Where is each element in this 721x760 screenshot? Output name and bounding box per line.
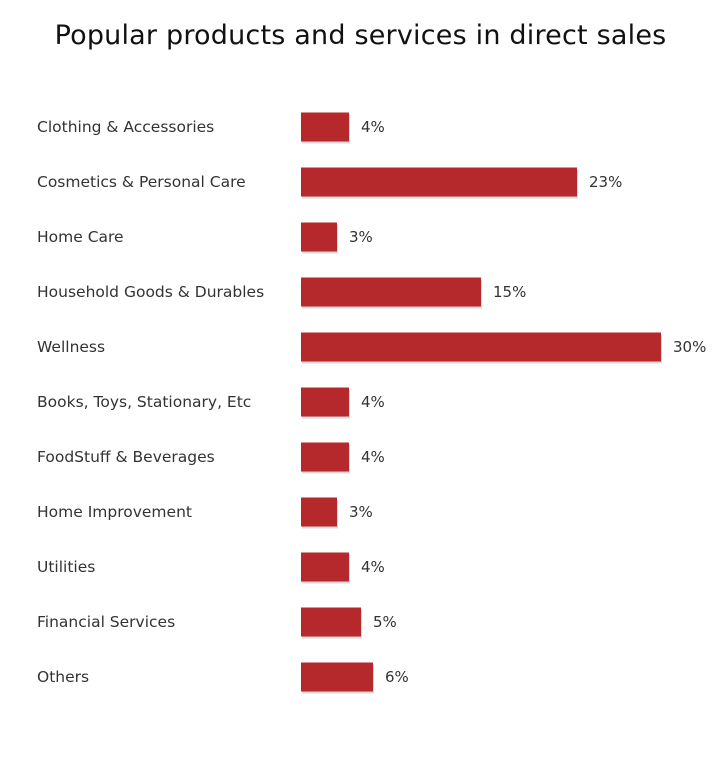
value-label: 30%	[673, 338, 706, 356]
bar	[301, 167, 577, 197]
category-label: Wellness	[37, 338, 105, 356]
value-label: 5%	[373, 613, 397, 631]
category-label: Home Care	[37, 228, 124, 246]
category-label: Cosmetics & Personal Care	[37, 173, 246, 191]
value-label: 15%	[493, 283, 526, 301]
bar	[301, 112, 349, 142]
bar	[301, 332, 661, 362]
category-label: Others	[37, 668, 89, 686]
category-label: Books, Toys, Stationary, Etc	[37, 393, 251, 411]
value-label: 3%	[349, 503, 373, 521]
category-label: Utilities	[37, 558, 95, 576]
value-label: 4%	[361, 118, 385, 136]
bar	[301, 662, 373, 692]
bar	[301, 552, 349, 582]
bar	[301, 222, 337, 252]
category-label: Home Improvement	[37, 503, 192, 521]
category-label: Financial Services	[37, 613, 175, 631]
bar	[301, 442, 349, 472]
bar	[301, 277, 481, 307]
bar	[301, 497, 337, 527]
value-label: 23%	[589, 173, 622, 191]
chart-title: Popular products and services in direct …	[54, 20, 667, 51]
value-label: 3%	[349, 228, 373, 246]
bar	[301, 387, 349, 417]
value-label: 6%	[385, 668, 409, 686]
value-label: 4%	[361, 448, 385, 466]
value-label: 4%	[361, 393, 385, 411]
category-label: FoodStuff & Beverages	[37, 448, 215, 466]
category-label: Clothing & Accessories	[37, 118, 214, 136]
value-label: 4%	[361, 558, 385, 576]
category-label: Household Goods & Durables	[37, 283, 264, 301]
bar	[301, 607, 361, 637]
